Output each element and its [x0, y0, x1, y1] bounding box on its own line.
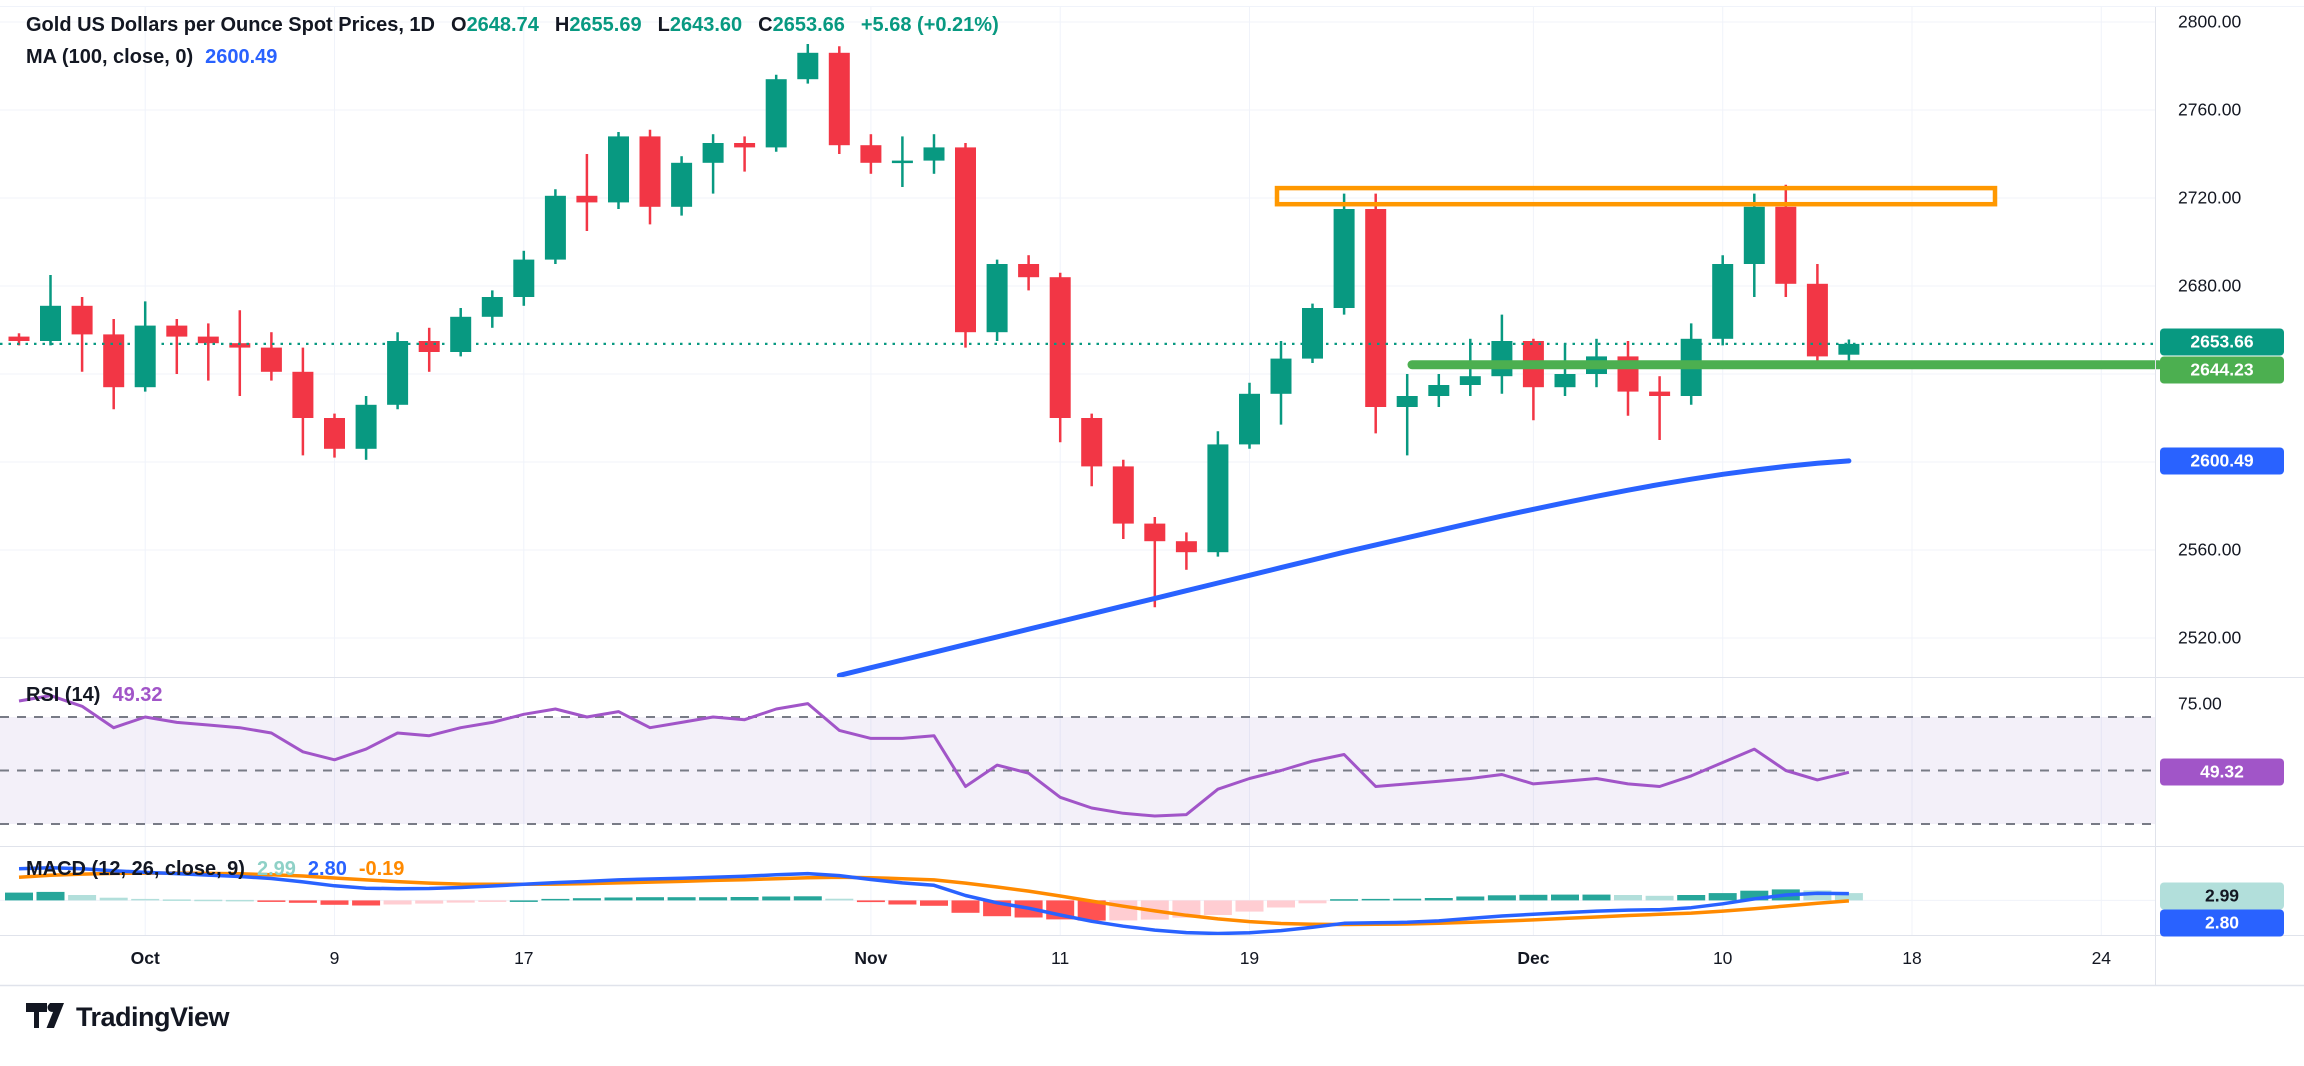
low-value: 2643.60: [669, 14, 743, 36]
macd-badge: 2.99: [2160, 882, 2284, 910]
price-tick: 2560.00: [2178, 539, 2242, 560]
macd-badge: 2.80: [2160, 909, 2284, 937]
time-tick: 18: [1902, 948, 1922, 968]
brand-text: TradingView: [76, 1002, 230, 1032]
macd-signal-value: -0.19: [358, 858, 405, 880]
ma-indicator-label[interactable]: MA (100, close, 0): [26, 46, 194, 68]
rsi-tick: 75.00: [2178, 693, 2222, 714]
rsi-legend: RSI (14) 49.32: [26, 684, 163, 707]
price-badge: 2644.23: [2160, 356, 2284, 384]
symbol-legend: Gold US Dollars per Ounce Spot Prices, 1…: [26, 14, 999, 37]
time-tick: 10: [1712, 948, 1733, 968]
time-axis[interactable]: Oct 9 17 Nov 11 19 Dec 10 18 24: [0, 936, 2155, 985]
macd-main-value: 2.80: [307, 858, 347, 880]
price-tick: 2520.00: [2178, 627, 2242, 648]
price-tick: 2680.00: [2178, 275, 2242, 296]
price-badge: 2600.49: [2160, 447, 2284, 475]
price-axis[interactable]: [2156, 0, 2304, 985]
high-label: H: [554, 14, 570, 36]
tradingview-logo-icon: [26, 1002, 64, 1028]
close-label: C: [758, 14, 773, 36]
price-tick: 2800.00: [2178, 11, 2242, 32]
time-tick: 19: [1239, 948, 1260, 968]
time-tick: 11: [1051, 948, 1070, 968]
time-tick: Nov: [854, 948, 888, 968]
macd-legend: MACD (12, 26, close, 9) 2.99 2.80 -0.19: [26, 858, 404, 881]
price-tick: 2720.00: [2178, 187, 2242, 208]
rsi-indicator-label[interactable]: RSI (14): [26, 684, 101, 706]
open-value: 2648.74: [466, 14, 539, 36]
tradingview-branding[interactable]: TradingView: [26, 1002, 230, 1033]
low-label: L: [657, 14, 670, 36]
time-tick: 17: [514, 948, 534, 968]
close-value: 2653.66: [772, 14, 845, 36]
macd-indicator-label[interactable]: MACD (12, 26, close, 9): [26, 858, 245, 880]
price-badge: 2653.66: [2160, 328, 2284, 356]
symbol-title[interactable]: Gold US Dollars per Ounce Spot Prices, 1…: [26, 14, 435, 36]
time-tick: Dec: [1517, 948, 1550, 968]
open-label: O: [451, 14, 467, 36]
time-tick: 9: [329, 948, 340, 968]
ma-legend: MA (100, close, 0) 2600.49: [26, 46, 277, 69]
time-tick: 24: [2091, 948, 2112, 968]
rsi-value: 49.32: [112, 684, 163, 706]
rsi-badge: 49.32: [2160, 758, 2284, 786]
time-tick: Oct: [130, 948, 160, 968]
high-value: 2655.69: [569, 14, 642, 36]
change-value: +5.68 (+0.21%): [860, 14, 999, 36]
ma-value: 2600.49: [205, 46, 278, 68]
price-tick: 2760.00: [2178, 99, 2242, 120]
macd-hist-value: 2.99: [256, 858, 296, 880]
